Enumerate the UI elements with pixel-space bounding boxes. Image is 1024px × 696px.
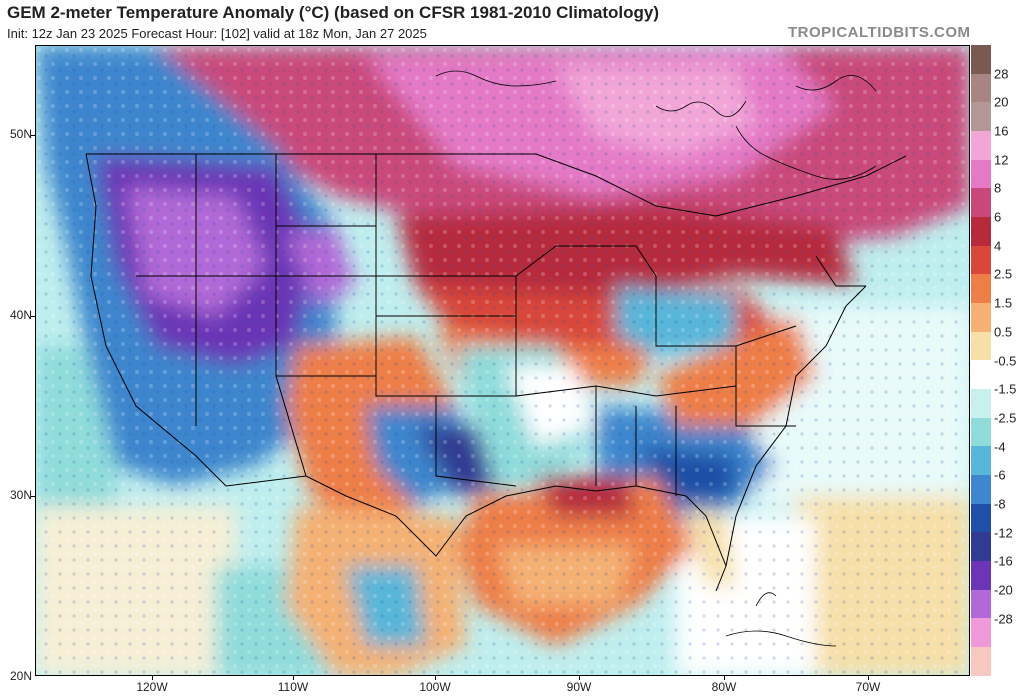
color-scale-label: -12 [994,525,1013,541]
color-scale-swatch [971,417,991,447]
color-scale-label: 28 [994,66,1009,82]
color-scale-swatch [971,589,991,619]
color-scale-label: 1.5 [994,295,1013,311]
color-scale-swatch [971,102,991,132]
lat-tick [31,496,35,497]
color-scale-label: 12 [994,152,1009,168]
lat-label-30n: 30N [9,488,32,502]
color-scale-swatch [971,217,991,246]
map-title: GEM 2-meter Temperature Anomaly (°C) (ba… [7,3,660,22]
color-scale-swatch [971,331,991,361]
color-scale-label: -2.5 [994,410,1017,426]
lon-tick [868,676,869,680]
color-scale-swatch [971,389,991,418]
color-scale-label: -8 [994,496,1006,512]
color-scale-label: 2.5 [994,266,1013,282]
forecast-info: Init: 12z Jan 23 2025 Forecast Hour: [10… [7,26,427,41]
anomaly-field [36,46,969,675]
color-scale-swatch [971,274,991,304]
lat-tick [31,135,35,136]
color-scale-bar [971,45,991,676]
color-scale-swatch [971,618,991,648]
color-scale-swatch [971,647,991,676]
lon-tick [579,676,580,680]
color-scale-swatch [971,503,991,533]
brand-watermark: TROPICALTIDBITS.COM [788,24,971,41]
lat-label-50n: 50N [9,127,32,141]
anomaly-map [35,45,970,676]
color-scale-swatch [971,131,991,160]
color-scale-label: 4 [994,238,1002,254]
color-scale-swatch [971,188,991,218]
color-scale-swatch [971,561,991,590]
color-scale-label: -4 [994,439,1006,455]
lat-label-20n: 20N [9,669,32,683]
lon-label-70w: 70W [855,680,881,694]
color-scale-swatch [971,475,991,504]
lon-label-90w: 90W [566,680,592,694]
color-scale-label: -28 [994,611,1013,627]
color-scale-label: -1.5 [994,381,1017,397]
color-scale-label: -20 [994,582,1013,598]
color-scale-label: 0.5 [994,324,1013,340]
lat-label-40n: 40N [9,308,32,322]
lon-tick [724,676,725,680]
lon-label-100w: 100W [419,680,451,694]
color-scale-label: -16 [994,553,1013,569]
color-scale-swatch [971,45,991,74]
color-scale-swatch [971,532,991,562]
lat-tick [31,316,35,317]
color-scale-swatch [971,360,991,390]
lon-label-110w: 110W [277,680,309,694]
lon-tick [152,676,153,680]
color-scale-label: 8 [994,180,1002,196]
color-scale-swatch [971,159,991,189]
color-scale-swatch [971,245,991,275]
color-scale-label: -0.5 [994,353,1017,368]
color-scale-label: -6 [994,467,1006,483]
color-scale-labels: 28 20 16 12 8 6 4 2.5 1.5 0.5 -0.5 -1.5 -2.5 -4 -6 -8 -1… [994,45,1024,676]
color-scale-swatch [971,446,991,476]
color-scale-swatch [971,73,991,103]
color-scale-label: 6 [994,209,1002,225]
lon-tick [293,676,294,680]
lon-label-120w: 120W [136,680,168,694]
color-scale-label: 16 [994,123,1009,139]
state-boundaries [85,153,907,592]
color-scale-label: 20 [994,94,1009,110]
lon-tick [435,676,436,680]
color-scale-swatch [971,303,991,332]
lon-label-80w: 80W [711,680,737,694]
